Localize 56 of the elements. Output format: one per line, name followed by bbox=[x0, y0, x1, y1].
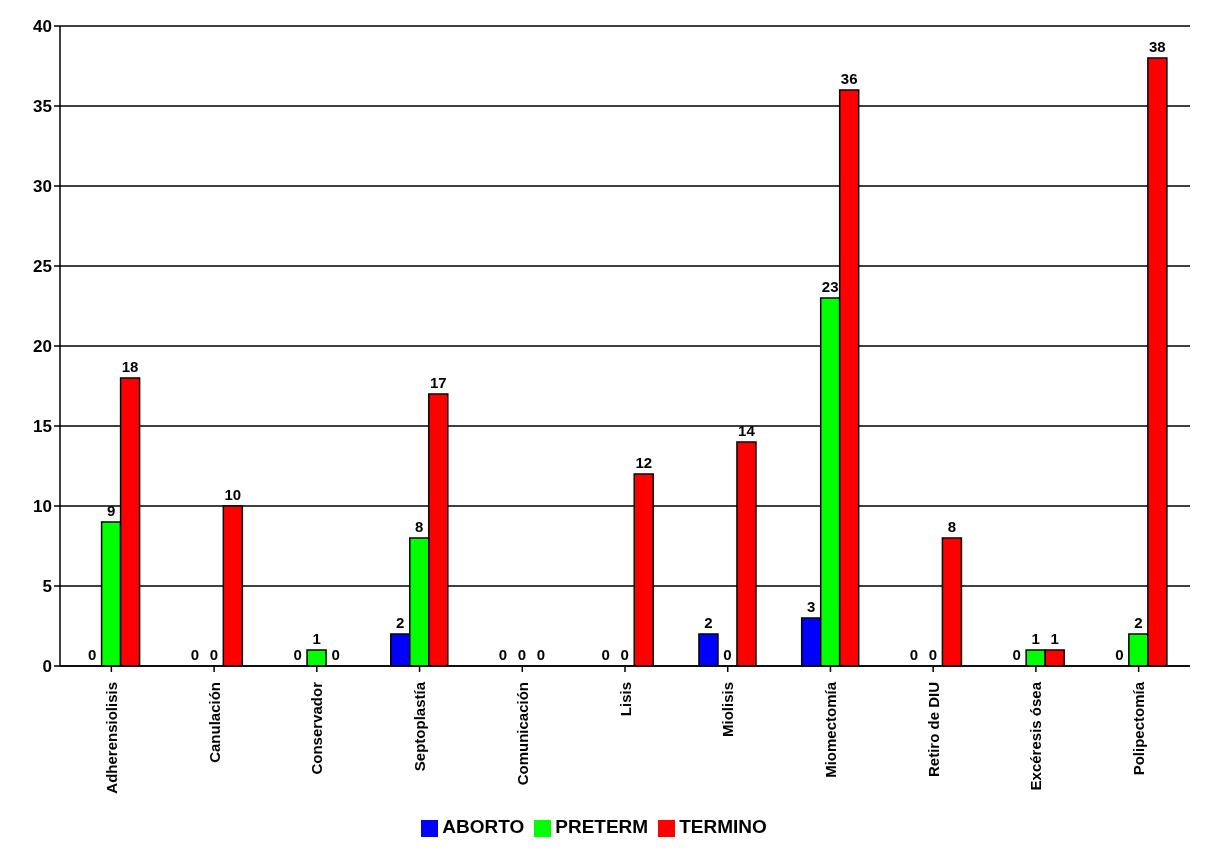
data-label: 0 bbox=[498, 646, 508, 663]
data-label: 0 bbox=[87, 646, 97, 663]
y-tick-label: 35 bbox=[33, 97, 52, 117]
data-label: 38 bbox=[1149, 38, 1166, 55]
data-label: 23 bbox=[821, 278, 839, 295]
legend-label: TERMINO bbox=[679, 816, 767, 837]
data-label: 10 bbox=[224, 486, 242, 503]
data-label: 12 bbox=[635, 454, 653, 471]
data-label: 0 bbox=[601, 646, 610, 663]
x-tick-label: Miomectomía bbox=[821, 681, 839, 778]
legend-label: PRETERM bbox=[555, 816, 649, 837]
data-label: 3 bbox=[807, 598, 816, 615]
data-label: 0 bbox=[1012, 646, 1021, 663]
data-label: 2 bbox=[704, 614, 713, 631]
y-tick-label: 5 bbox=[42, 577, 52, 597]
x-tick-label: Comunicación bbox=[513, 682, 531, 786]
data-label: 9 bbox=[106, 502, 116, 519]
y-tick-label: 15 bbox=[33, 417, 52, 437]
y-tick-label: 25 bbox=[33, 257, 52, 277]
data-label: 0 bbox=[536, 646, 546, 663]
data-label: 1 bbox=[1031, 630, 1040, 647]
legend-label: ABORTO bbox=[442, 816, 525, 837]
data-label: 1 bbox=[312, 630, 321, 647]
y-tick-label: 20 bbox=[33, 337, 52, 357]
y-tick-label: 10 bbox=[33, 497, 52, 517]
data-label: 17 bbox=[429, 374, 447, 391]
data-label: 2 bbox=[1134, 614, 1143, 631]
x-tick-label: Conservador bbox=[308, 681, 326, 775]
data-label: 8 bbox=[947, 518, 957, 535]
data-label: 14 bbox=[738, 422, 756, 439]
x-tick-label: Septoplastía bbox=[411, 681, 429, 772]
x-tick-label: Miolisis bbox=[719, 682, 737, 738]
data-label: 18 bbox=[121, 358, 139, 375]
y-tick-label: 30 bbox=[33, 177, 52, 197]
data-label: 0 bbox=[928, 646, 938, 663]
x-tick-label: Retiro de DIU bbox=[924, 682, 942, 778]
y-tick-label: 40 bbox=[33, 17, 52, 37]
data-label: 0 bbox=[620, 646, 629, 663]
data-label: 0 bbox=[517, 646, 527, 663]
y-tick-label: 0 bbox=[42, 657, 52, 677]
data-label: 2 bbox=[396, 614, 405, 631]
x-tick-label: Polipectomía bbox=[1130, 681, 1148, 776]
data-label: 8 bbox=[415, 518, 424, 535]
x-tick-label: Canulación bbox=[205, 682, 223, 763]
data-label: 0 bbox=[209, 646, 218, 663]
data-label: 0 bbox=[331, 646, 340, 663]
data-label: 1 bbox=[1050, 630, 1059, 647]
x-tick-label: Excéresis ósea bbox=[1027, 681, 1045, 791]
data-label: 0 bbox=[723, 646, 732, 663]
data-label: 0 bbox=[909, 646, 919, 663]
data-label: 0 bbox=[293, 646, 302, 663]
data-label: 36 bbox=[840, 70, 858, 87]
x-tick-label: Adherensiolisis bbox=[102, 682, 120, 794]
data-label: 0 bbox=[1115, 646, 1124, 663]
data-label: 0 bbox=[190, 646, 199, 663]
x-tick-label: Lisis bbox=[616, 682, 634, 717]
